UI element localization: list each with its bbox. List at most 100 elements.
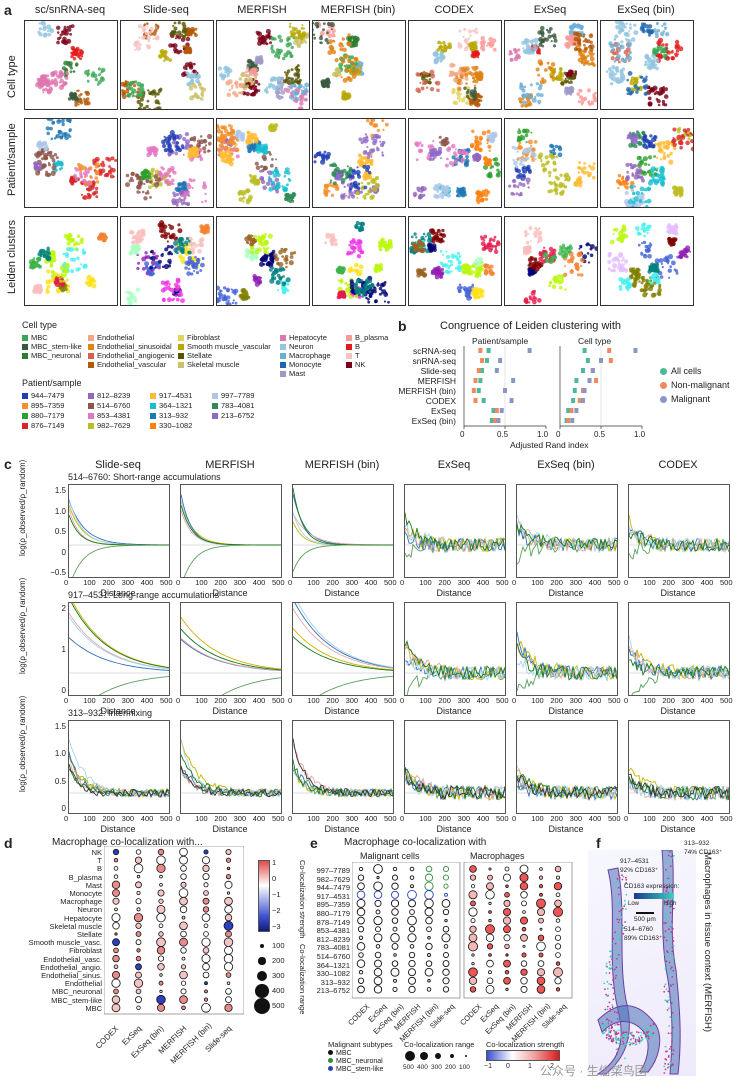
umap-point: [565, 44, 570, 48]
umap-point: [487, 144, 492, 149]
umap-point: [677, 140, 683, 145]
umap-point: [356, 191, 360, 195]
umap-point: [217, 124, 220, 129]
umap-point: [617, 49, 621, 53]
umap-point: [456, 192, 462, 198]
umap-point: [111, 168, 116, 173]
umap-point: [121, 81, 126, 87]
umap-point: [245, 199, 251, 205]
umap-point: [522, 47, 525, 50]
umap-point: [143, 169, 149, 175]
umap-point: [673, 147, 677, 151]
umap-point: [624, 38, 628, 41]
umap-point: [663, 94, 669, 99]
umap-point: [356, 166, 359, 169]
umap-point: [240, 91, 244, 95]
umap-point: [550, 154, 555, 160]
umap-point: [304, 40, 308, 44]
umap-point: [676, 53, 680, 56]
umap-point: [369, 187, 372, 190]
umap-point: [515, 51, 518, 54]
umap-point: [334, 186, 340, 191]
umap-point: [269, 126, 274, 131]
umap-point: [194, 266, 199, 270]
umap-point: [589, 47, 594, 52]
umap-point: [110, 156, 115, 161]
umap-point: [207, 149, 210, 153]
umap-point: [620, 40, 624, 44]
umap-point: [457, 190, 461, 194]
umap-point: [554, 144, 559, 149]
umap-point: [72, 70, 76, 73]
umap-point: [537, 99, 542, 104]
umap-point: [475, 52, 479, 56]
umap-point: [332, 39, 336, 43]
umap-point: [44, 74, 47, 78]
umap-point: [243, 71, 247, 74]
umap-point: [191, 186, 194, 189]
umap-point: [560, 81, 565, 86]
umap-point: [108, 169, 112, 173]
umap-point: [486, 44, 488, 47]
umap-point: [58, 119, 61, 122]
umap-point: [141, 190, 145, 194]
umap-point: [479, 71, 483, 75]
umap-point: [320, 154, 323, 157]
umap-point: [56, 31, 60, 34]
umap-point: [513, 184, 516, 187]
umap-point: [655, 90, 659, 95]
umap-point: [350, 183, 353, 186]
umap-point: [173, 236, 178, 241]
umap-point: [567, 76, 571, 80]
umap-point: [343, 64, 346, 68]
umap-point: [64, 135, 69, 141]
umap-point: [452, 100, 457, 105]
umap-point: [196, 153, 200, 157]
umap-point: [444, 186, 448, 190]
umap-point: [471, 66, 474, 69]
umap-point: [513, 48, 517, 52]
umap-point: [234, 81, 238, 85]
umap-point: [583, 162, 586, 165]
umap-point: [170, 245, 174, 249]
umap-point: [162, 298, 166, 302]
umap-point: [475, 31, 479, 34]
umap-point: [38, 22, 42, 25]
umap-point: [554, 191, 559, 196]
umap-point: [274, 54, 278, 58]
umap-point: [456, 86, 462, 92]
umap-point: [690, 146, 693, 152]
umap-point: [465, 82, 468, 85]
umap-point: [471, 43, 474, 46]
umap-point: [69, 247, 74, 252]
umap-point: [194, 27, 198, 31]
umap-point: [518, 193, 522, 197]
umap-point: [662, 156, 667, 161]
umap-point: [592, 63, 596, 67]
umap-point: [340, 175, 343, 178]
umap-point: [543, 68, 548, 72]
umap-point: [224, 145, 229, 151]
umap-point: [186, 203, 190, 207]
umap-point: [655, 58, 659, 62]
umap-point: [455, 75, 459, 79]
umap-point: [620, 72, 624, 77]
umap-point: [46, 151, 52, 157]
umap-point: [623, 185, 626, 188]
umap-point: [666, 50, 671, 55]
umap-point: [72, 173, 78, 179]
umap-point: [163, 263, 169, 270]
umap-point: [429, 150, 433, 154]
umap-point: [347, 195, 351, 199]
umap-point: [459, 74, 464, 79]
umap-point: [155, 106, 160, 109]
umap-point: [573, 31, 578, 36]
umap-point: [483, 157, 487, 161]
umap-point: [82, 178, 87, 183]
umap-point: [583, 46, 588, 51]
umap-point: [653, 172, 658, 176]
umap-point: [657, 37, 664, 43]
umap-point: [625, 22, 628, 25]
umap-point: [198, 154, 202, 158]
umap-point: [415, 87, 421, 93]
